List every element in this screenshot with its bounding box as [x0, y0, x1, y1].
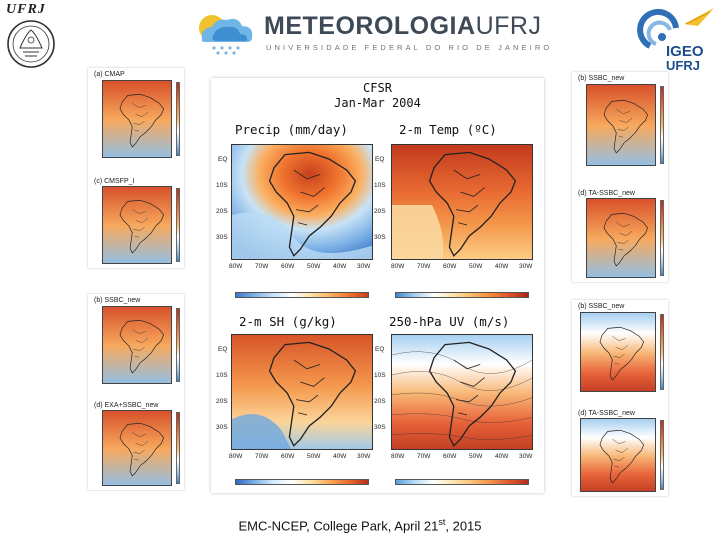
- lat-label: 10S: [216, 182, 228, 189]
- lon-label: 30W: [357, 453, 371, 460]
- ufrj-seal-icon: [7, 20, 55, 68]
- meteorologia-logo: METEOROLOGIAUFRJ UNIVERSIDADE FEDERAL DO…: [192, 10, 549, 58]
- lon-label: 70W: [255, 263, 269, 270]
- thumbnail-colorbar: [660, 86, 664, 164]
- left-thumbnail-top: (a) CMAP (c) CMSFP_I: [88, 68, 184, 268]
- thumbnail-label: (b) SSBC_new: [94, 297, 141, 304]
- lat-label: 10S: [374, 372, 386, 379]
- thumbnail-label: (d) TA-SSBC_new: [578, 410, 635, 417]
- lon-label: 70W: [255, 453, 269, 460]
- thumbnail-label: (b) SSBC_new: [578, 303, 625, 310]
- panel-title-sh: 2-m SH (g/kg): [239, 314, 337, 329]
- panel-title-uv: 250-hPa UV (m/s): [389, 314, 510, 329]
- meteorologia-wordmark: METEOROLOGIAUFRJ: [264, 12, 542, 40]
- lat-label: EQ: [375, 346, 385, 353]
- lat-label: 20S: [374, 208, 386, 215]
- cfsr-figure: CFSR Jan-Mar 2004 Precip (mm/day) 2-m Te…: [211, 78, 544, 493]
- right-thumbnail-top: (b) SSBC_new (d) TA-SSBC_new: [572, 72, 668, 282]
- footer-caption: EMC-NCEP, College Park, April 21st, 2015: [238, 517, 482, 534]
- lat-label: 30S: [374, 424, 386, 431]
- figure-period: Jan-Mar 2004: [334, 96, 421, 110]
- lon-label: 80W: [229, 453, 243, 460]
- lon-label: 80W: [391, 453, 405, 460]
- thumbnail-colorbar: [660, 420, 664, 490]
- lon-label: 60W: [443, 453, 457, 460]
- igeo-label: IGEO: [666, 43, 704, 60]
- thumbnail-label: (a) CMAP: [94, 71, 125, 78]
- lon-label: 60W: [281, 453, 295, 460]
- figure-title: CFSR: [363, 81, 392, 95]
- panel-title-temp: 2-m Temp (ºC): [399, 122, 497, 137]
- thumbnail-map: [102, 186, 172, 264]
- lat-label: 30S: [374, 234, 386, 241]
- thumbnail-colorbar: [176, 308, 180, 382]
- temp-map: [391, 144, 533, 260]
- thumbnail-map: [586, 84, 656, 166]
- lon-label: 50W: [307, 453, 321, 460]
- lat-label: EQ: [375, 156, 385, 163]
- thumbnail-map: [586, 198, 656, 278]
- lon-label: 80W: [391, 263, 405, 270]
- thumbnail-map: [580, 418, 656, 492]
- meteorologia-subtitle: UNIVERSIDADE FEDERAL DO RIO DE JANEIRO: [266, 43, 553, 52]
- lon-label: 40W: [495, 453, 509, 460]
- lat-label: EQ: [218, 346, 228, 353]
- thumbnail-map: [102, 80, 172, 158]
- lat-label: 20S: [216, 208, 228, 215]
- lat-label: 10S: [216, 372, 228, 379]
- lon-label: 50W: [469, 263, 483, 270]
- right-thumbnail-bottom: (b) SSBC_new (d) TA-SSBC_new: [572, 300, 668, 496]
- thumbnail-label: (d) TA-SSBC_new: [578, 190, 635, 197]
- lat-label: 10S: [374, 182, 386, 189]
- thumbnail-map: [102, 306, 172, 384]
- thumbnail-colorbar: [176, 412, 180, 484]
- thumbnail-colorbar: [176, 188, 180, 262]
- sh-map: [231, 334, 373, 450]
- sh-colorbar: [235, 479, 369, 485]
- lat-label: 30S: [216, 234, 228, 241]
- lat-label: 30S: [216, 424, 228, 431]
- thumbnail-label: (c) CMSFP_I: [94, 178, 135, 185]
- thumbnail-map: [580, 312, 656, 392]
- igeo-logo: IGEO UFRJ: [636, 6, 720, 73]
- lat-label: 20S: [216, 398, 228, 405]
- thumbnail-colorbar: [176, 82, 180, 156]
- thumbnail-map: [102, 410, 172, 486]
- lon-label: 40W: [333, 453, 347, 460]
- lon-label: 30W: [519, 453, 533, 460]
- temp-colorbar: [395, 292, 529, 298]
- lon-label: 40W: [333, 263, 347, 270]
- panel-title-precip: Precip (mm/day): [235, 122, 348, 137]
- precip-map: [231, 144, 373, 260]
- ufrj-wordmark: UFRJ: [6, 2, 46, 17]
- uv-colorbar: [395, 479, 529, 485]
- lon-label: 30W: [519, 263, 533, 270]
- cloud-sun-icon: [199, 15, 253, 55]
- igeo-ufrj-label: UFRJ: [666, 58, 700, 73]
- thumbnail-label: (d) EXA+SSBC_new: [94, 402, 159, 409]
- lon-label: 50W: [469, 453, 483, 460]
- ufrj-logo: UFRJ: [2, 2, 60, 72]
- lon-label: 80W: [229, 263, 243, 270]
- lon-label: 70W: [417, 453, 431, 460]
- lon-label: 40W: [495, 263, 509, 270]
- thumbnail-colorbar: [660, 314, 664, 390]
- precip-colorbar: [235, 292, 369, 298]
- uv-map: [391, 334, 533, 450]
- igeo-globe-icon: [637, 8, 714, 49]
- thumbnail-colorbar: [660, 200, 664, 276]
- thumbnail-label: (b) SSBC_new: [578, 75, 625, 82]
- left-thumbnail-bottom: (b) SSBC_new (d) EXA+SSBC_new: [88, 294, 184, 490]
- lat-label: EQ: [218, 156, 228, 163]
- lat-label: 20S: [374, 398, 386, 405]
- lon-label: 30W: [357, 263, 371, 270]
- lon-label: 70W: [417, 263, 431, 270]
- lon-label: 60W: [281, 263, 295, 270]
- lon-label: 60W: [443, 263, 457, 270]
- lon-label: 50W: [307, 263, 321, 270]
